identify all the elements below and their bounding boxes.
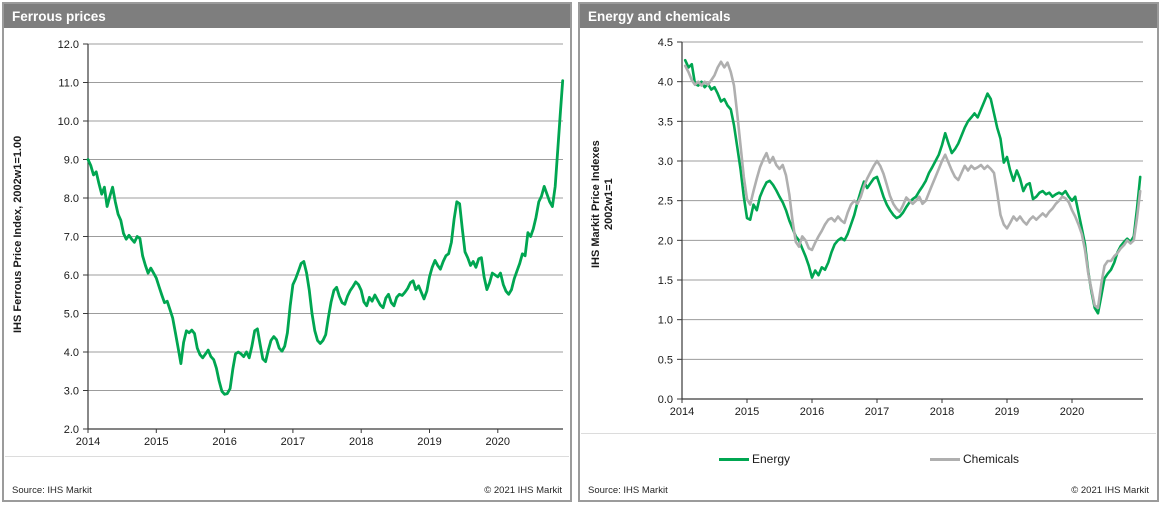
- y-tick-label: 10.0: [58, 116, 79, 128]
- energy-chemicals-panel: Energy and chemicals 4.5 4.0 3.5 3.0 2.5 2.0 1…: [578, 2, 1159, 502]
- y-tick-label: 2.0: [64, 424, 79, 436]
- chemicals-line-swatch-icon: [930, 457, 960, 461]
- x-tick-label: 2015: [735, 406, 759, 418]
- ferrous-panel-header: Ferrous prices: [4, 4, 570, 28]
- x-tick-label: 2018: [930, 406, 954, 418]
- y-tick-label: 7.0: [64, 232, 79, 244]
- x-tick-label: 2020: [486, 436, 510, 448]
- y-tick-label: 4.0: [658, 77, 673, 89]
- energy-source-note: Source: IHS Markit: [588, 485, 668, 496]
- energy-panel-title: Energy and chemicals: [588, 8, 731, 24]
- ferrous-y-axis-title: IHS Ferrous Price Index, 2002w1=1.00: [12, 135, 24, 333]
- y-tick-label: 1.5: [658, 275, 673, 287]
- chemicals-legend-label: Chemicals: [963, 452, 1020, 466]
- energy-series-line: [683, 58, 1142, 315]
- y-tick-label: 5.0: [64, 309, 79, 321]
- x-tick-label: 2017: [281, 436, 305, 448]
- y-tick-label: 3.5: [658, 116, 673, 128]
- y-tick-label: 12.0: [58, 39, 79, 51]
- x-tick-label: 2014: [76, 436, 100, 448]
- energy-line-swatch-icon: [719, 457, 749, 461]
- y-tick-label: 1.0: [658, 315, 673, 327]
- y-tick-label: 8.0: [64, 193, 79, 205]
- x-tick-label: 2017: [865, 406, 889, 418]
- y-tick-label: 0.0: [658, 394, 673, 406]
- ferrous-prices-panel: Ferrous prices 12.0 11.0 10.0 9.0 8.0 7.0 6.0 5…: [2, 2, 572, 502]
- y-tick-label: 4.0: [64, 347, 79, 359]
- y-tick-label: 0.5: [658, 354, 673, 366]
- energy-copyright-note: © 2021 IHS Markit: [1071, 485, 1149, 496]
- x-tick-label: 2016: [800, 406, 824, 418]
- energy-y-axis-title: IHS Markit Price Indexes 2002w1=1: [590, 140, 615, 268]
- y-tick-label: 6.0: [64, 270, 79, 282]
- y-tick-label: 2.0: [658, 235, 673, 247]
- chemicals-series-line: [683, 60, 1142, 310]
- y-tick-label: 3.0: [658, 156, 673, 168]
- legend-item-energy: Energy: [719, 450, 790, 468]
- ferrous-series-line: [86, 79, 565, 396]
- x-tick-label: 2018: [349, 436, 373, 448]
- energy-panel-header: Energy and chemicals: [580, 4, 1157, 28]
- x-tick-label: 2019: [995, 406, 1019, 418]
- energy-legend-label: Energy: [752, 452, 791, 466]
- legend: Energy Chemicals: [580, 450, 1157, 468]
- ferrous-copyright-note: © 2021 IHS Markit: [484, 485, 562, 496]
- y-tick-label: 4.5: [658, 37, 673, 49]
- x-tick-label: 2015: [144, 436, 168, 448]
- x-tick-label: 2014: [670, 406, 694, 418]
- x-tick-label: 2019: [417, 436, 441, 448]
- ferrous-panel-title: Ferrous prices: [12, 8, 106, 24]
- x-tick-label: 2016: [212, 436, 236, 448]
- y-tick-label: 2.5: [658, 196, 673, 208]
- y-tick-label: 11.0: [58, 78, 79, 90]
- x-tick-label: 2020: [1060, 406, 1084, 418]
- legend-item-chemicals: Chemicals: [930, 450, 1019, 468]
- y-tick-label: 3.0: [64, 386, 79, 398]
- chart-frame-divider: [581, 433, 1156, 434]
- ferrous-price-chart: 12.0 11.0 10.0 9.0 8.0 7.0 6.0 5.0 4.0 3.0 2.02014…: [58, 39, 565, 448]
- chart-frame-divider: [5, 456, 569, 457]
- ferrous-source-note: Source: IHS Markit: [12, 485, 92, 496]
- y-tick-label: 9.0: [64, 155, 79, 167]
